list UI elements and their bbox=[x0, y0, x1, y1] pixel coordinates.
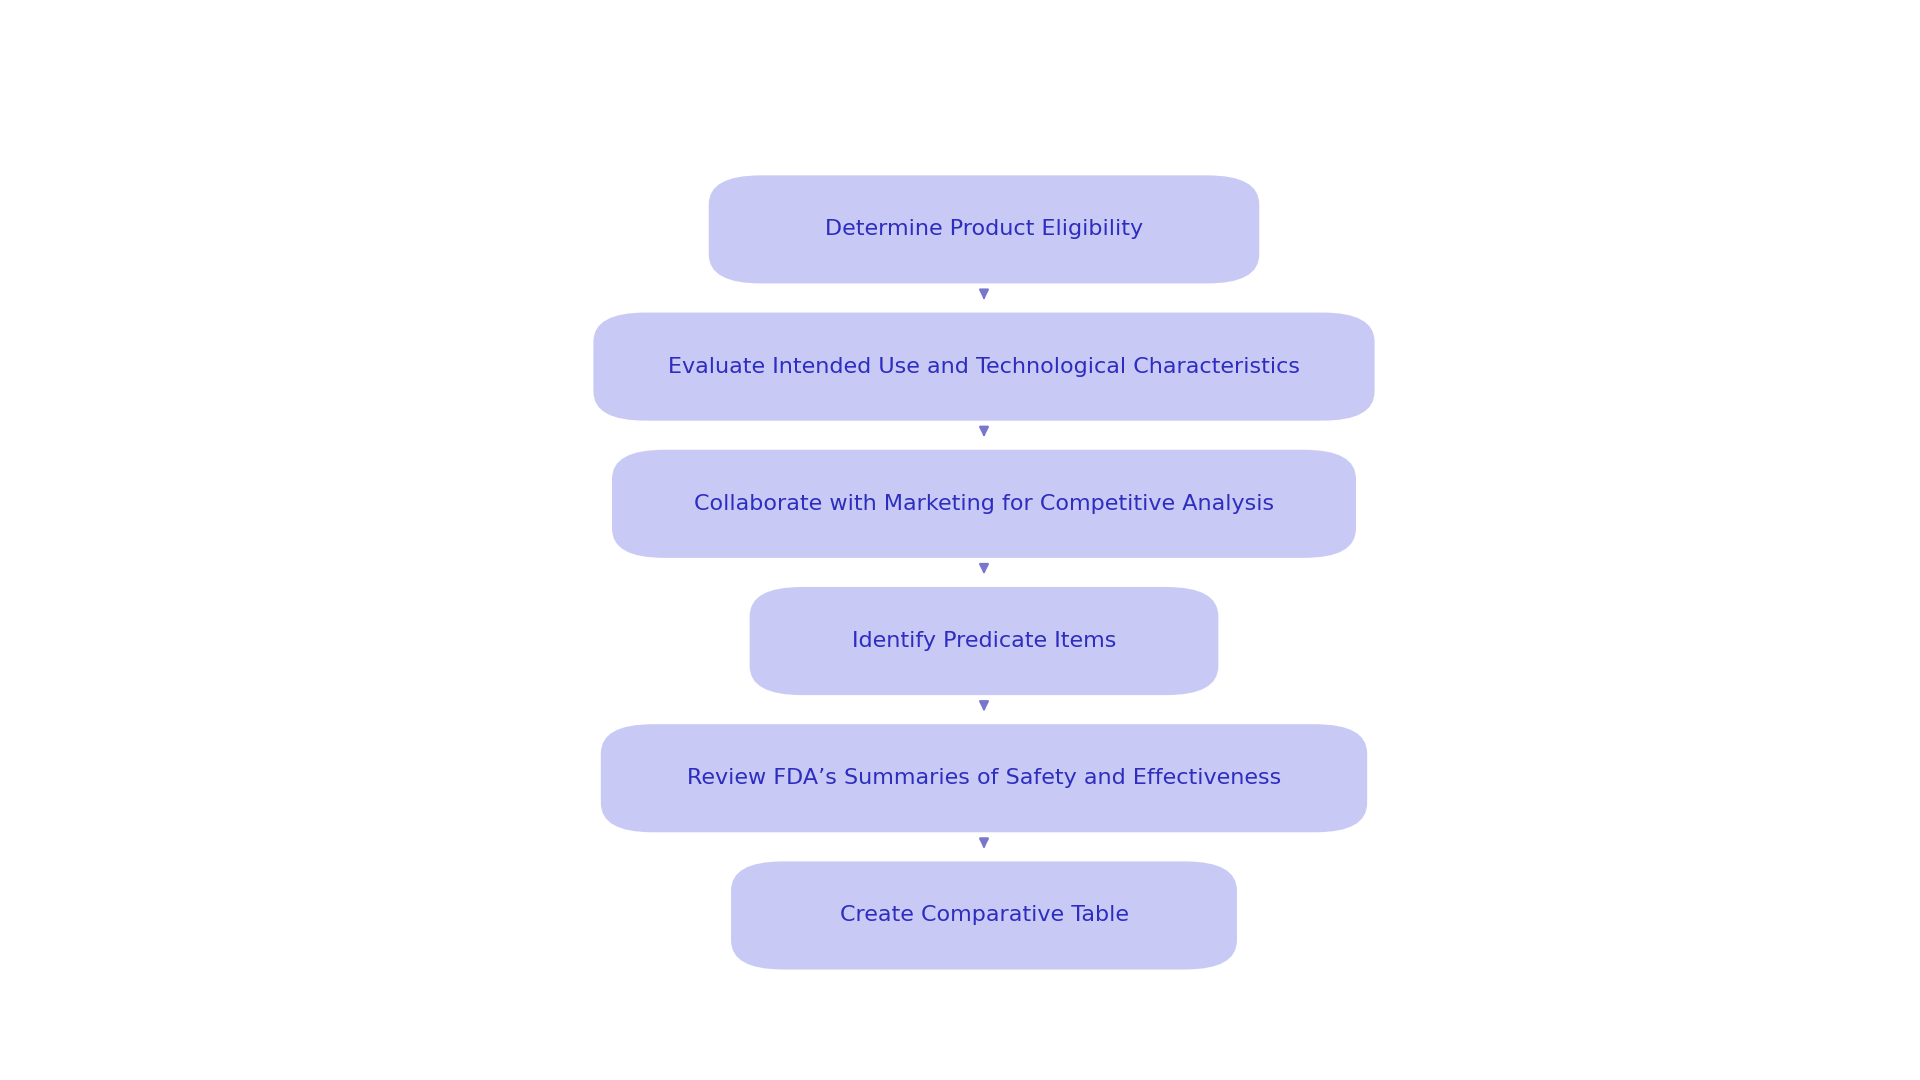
Text: Evaluate Intended Use and Technological Characteristics: Evaluate Intended Use and Technological … bbox=[668, 356, 1300, 377]
FancyBboxPatch shape bbox=[732, 862, 1236, 970]
Text: Determine Product Eligibility: Determine Product Eligibility bbox=[826, 219, 1142, 240]
Text: Collaborate with Marketing for Competitive Analysis: Collaborate with Marketing for Competiti… bbox=[693, 494, 1275, 514]
FancyBboxPatch shape bbox=[612, 449, 1356, 558]
FancyBboxPatch shape bbox=[749, 588, 1219, 696]
Text: Identify Predicate Items: Identify Predicate Items bbox=[852, 631, 1116, 651]
FancyBboxPatch shape bbox=[601, 725, 1367, 833]
FancyBboxPatch shape bbox=[593, 312, 1375, 421]
FancyBboxPatch shape bbox=[708, 175, 1260, 283]
Text: Review FDA’s Summaries of Safety and Effectiveness: Review FDA’s Summaries of Safety and Eff… bbox=[687, 768, 1281, 788]
Text: Create Comparative Table: Create Comparative Table bbox=[839, 905, 1129, 926]
